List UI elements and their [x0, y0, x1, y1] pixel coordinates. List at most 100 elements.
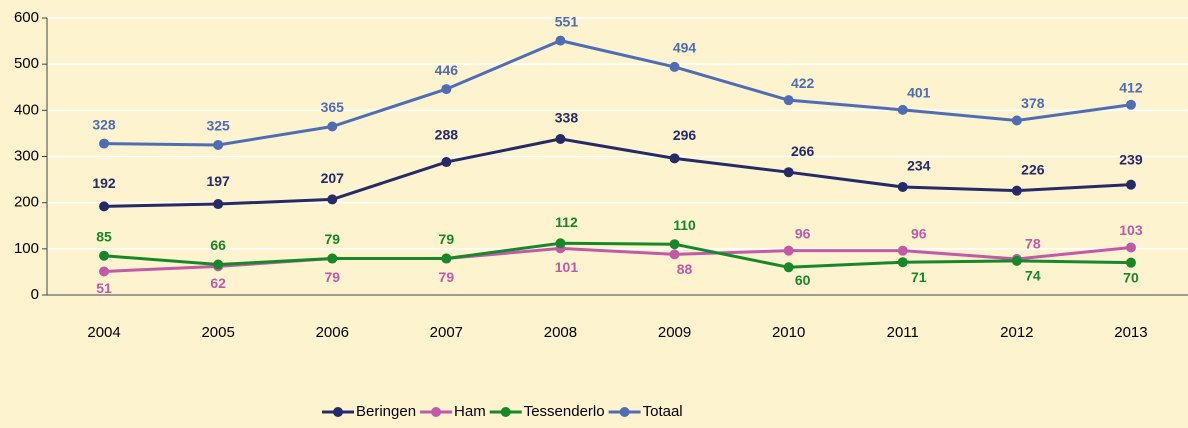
data-label: 66: [210, 237, 226, 253]
data-label: 328: [92, 116, 116, 132]
data-point: [99, 250, 110, 261]
data-point: [669, 239, 680, 250]
x-tick-label: 2007: [430, 324, 463, 341]
data-point: [1125, 257, 1136, 268]
data-point: [441, 157, 452, 168]
x-tick-label: 2010: [772, 324, 805, 341]
series-line: [104, 137, 1132, 208]
y-tick-label: 0: [31, 286, 39, 303]
data-label: 288: [435, 127, 459, 143]
data-label: 70: [1123, 269, 1139, 285]
data-point: [669, 61, 680, 72]
data-point: [555, 35, 566, 46]
data-point: [783, 167, 794, 178]
data-label: 79: [324, 269, 340, 285]
data-label: 365: [321, 99, 345, 115]
data-point: [783, 95, 794, 106]
x-tick-label: 2009: [658, 324, 691, 341]
data-label: 51: [96, 280, 112, 296]
data-point: [327, 121, 338, 132]
x-tick-label: 2005: [201, 324, 234, 341]
data-label: 62: [210, 275, 226, 291]
data-label: 96: [911, 225, 927, 241]
legend-label: Tessenderlo: [524, 403, 605, 420]
x-tick-label: 2004: [87, 324, 120, 341]
data-point: [783, 262, 794, 273]
data-label: 79: [324, 231, 340, 247]
data-label: 401: [907, 85, 931, 101]
legend-label: Ham: [454, 403, 486, 420]
data-label: 378: [1021, 95, 1045, 111]
legend-label: Beringen: [356, 403, 416, 420]
data-point: [783, 245, 794, 256]
data-label: 112: [555, 214, 578, 230]
data-point: [897, 245, 908, 256]
data-label: 96: [795, 225, 811, 241]
data-label: 412: [1119, 79, 1143, 95]
legend-marker: [619, 407, 630, 417]
data-label: 101: [555, 259, 579, 275]
data-point: [213, 199, 224, 210]
x-tick-label: 2006: [316, 324, 349, 341]
data-label: 192: [92, 175, 116, 191]
y-tick-label: 300: [14, 147, 39, 164]
legend-marker: [333, 407, 343, 417]
data-label: 422: [791, 75, 815, 91]
data-point: [1125, 179, 1136, 190]
data-point: [213, 259, 224, 270]
data-point: [1011, 115, 1022, 126]
legend-label: Totaal: [643, 403, 683, 420]
data-point: [1011, 255, 1022, 266]
data-label: 446: [435, 62, 459, 78]
data-label: 325: [206, 118, 230, 134]
data-point: [555, 133, 566, 144]
data-label: 239: [1119, 151, 1143, 167]
data-point: [1125, 242, 1136, 253]
data-label: 207: [321, 170, 345, 186]
x-tick-label: 2011: [887, 324, 919, 341]
data-point: [441, 84, 452, 95]
series-line: [103, 241, 1131, 269]
data-label: 338: [555, 110, 579, 126]
data-label: 74: [1025, 268, 1041, 284]
data-point: [897, 181, 908, 192]
data-label: 266: [791, 143, 815, 159]
y-tick-label: 100: [14, 240, 39, 257]
data-label: 60: [795, 272, 811, 288]
data-label: 79: [439, 231, 455, 247]
legend-marker: [500, 407, 511, 417]
data-point: [897, 104, 908, 115]
data-point: [213, 139, 224, 150]
data-label: 85: [96, 228, 112, 244]
data-label: 494: [673, 40, 697, 56]
data-label: 71: [911, 269, 927, 285]
data-label: 197: [206, 173, 230, 189]
data-label: 234: [907, 158, 931, 174]
data-label: 88: [677, 261, 693, 277]
y-tick-label: 400: [14, 101, 39, 118]
data-point: [99, 138, 110, 149]
data-point: [327, 194, 338, 205]
data-label: 551: [555, 13, 579, 29]
series-line: [103, 245, 1132, 273]
data-point: [669, 249, 680, 260]
data-point: [1011, 185, 1022, 196]
data-label: 110: [673, 217, 696, 233]
series-line: [104, 39, 1132, 147]
y-tick-label: 600: [14, 9, 39, 26]
y-tick-label: 500: [14, 55, 39, 72]
data-point: [99, 201, 110, 212]
data-label: 79: [439, 269, 455, 285]
x-tick-label: 2008: [544, 324, 577, 341]
data-label: 296: [673, 127, 697, 143]
data-point: [555, 238, 566, 249]
data-point: [99, 266, 110, 277]
x-tick-label: 2013: [1114, 324, 1147, 341]
x-tick-label: 2012: [1000, 324, 1033, 341]
data-point: [441, 253, 452, 264]
data-label: 103: [1119, 222, 1143, 238]
data-point: [327, 253, 338, 264]
data-point: [669, 153, 680, 164]
data-label: 226: [1021, 161, 1045, 177]
